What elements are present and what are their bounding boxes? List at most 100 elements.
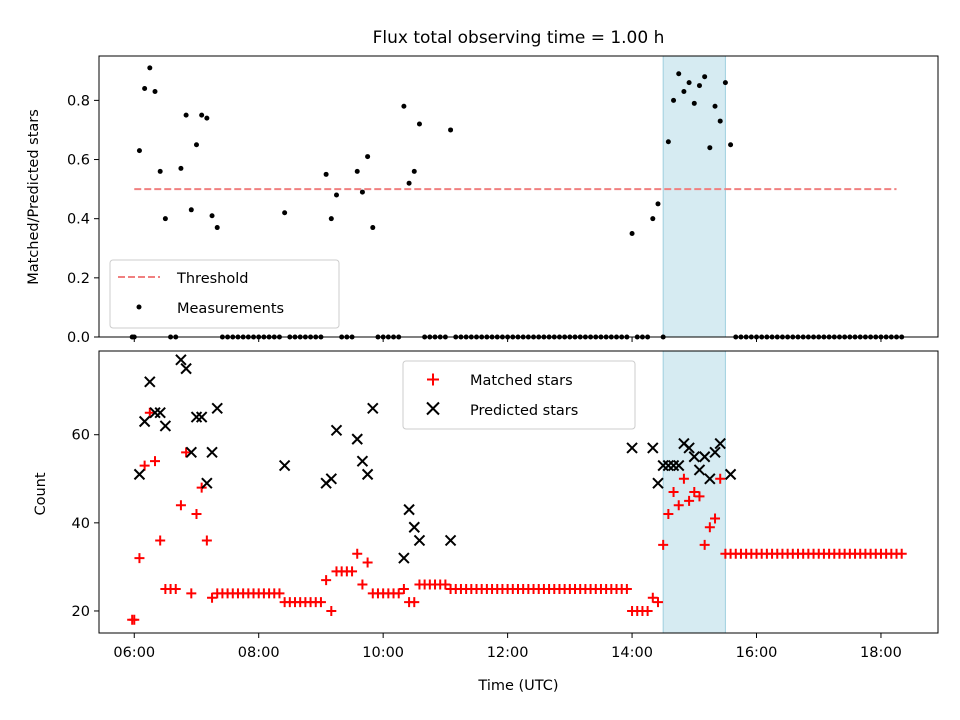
top-panel-legend: Threshold Measurements [109,259,340,329]
matched-stars-point [710,513,721,524]
measurement-point [204,115,210,121]
predicted-stars-point [185,446,198,459]
matched-stars-point [647,592,658,603]
matched-stars-point [398,583,409,594]
measurement-point [333,192,339,198]
top-panel-legend-box [109,259,340,329]
matched-stars-point [440,579,451,590]
matched-stars-point [352,548,363,559]
predicted-stars-point [367,402,379,414]
matched-stars-point [652,597,663,608]
x-axis-label: Time (UTC) [477,678,558,694]
y-tick-label: 0.4 [67,212,90,228]
predicted-stars-point [403,503,415,516]
matched-stars-point [699,539,710,550]
y-tick-label: 60 [72,428,90,444]
matched-stars-point [321,575,332,586]
legend-threshold-label: Threshold [176,271,248,287]
predicted-stars-point [724,468,737,481]
measurement-point [282,210,288,216]
x-tick-label: 10:00 [362,645,404,661]
matched-stars-point [393,588,404,599]
legend-measurements-label: Measurements [177,301,284,317]
matched-stars-point [144,407,155,418]
measurement-point [199,112,205,118]
predicted-stars-point [647,442,659,454]
matched-stars-point [896,548,907,559]
measurement-point [655,201,661,207]
measurement-point [188,207,194,213]
y-tick-label: 0.0 [67,330,90,346]
matched-stars-point [326,605,337,616]
matched-stars-point [658,539,669,550]
x-tick-label: 12:00 [487,645,529,661]
matched-stars-point [201,535,212,546]
measurement-point [722,80,728,86]
measurement-point [707,145,713,151]
predicted-stars-point [408,521,420,533]
x-tick-label: 18:00 [860,645,902,661]
predicted-stars-point [413,534,426,547]
x-tick-label: 14:00 [611,645,653,661]
matched-stars-point [207,592,218,603]
matched-stars-point [186,588,197,599]
measurement-point [406,180,412,186]
predicted-stars-point [714,437,726,450]
y-tick-label: 0.2 [67,271,90,287]
predicted-stars-point [652,477,664,489]
measurement-point [354,168,360,174]
bottom-panel-y-ticks: 20 40 60 [72,428,99,620]
predicted-stars-point [361,468,374,481]
predicted-stars-point [206,446,218,459]
top-panel-ylabel: Matched/Predicted stars [26,109,42,285]
matched-stars-point [134,553,145,564]
matched-stars-point [170,583,181,594]
predicted-stars-point [662,459,675,472]
bottom-panel-x-ticks: 06:00 08:00 10:00 12:00 14:00 16:00 18:00 [113,633,902,661]
matched-stars-point [673,500,684,511]
top-panel-frame [98,55,939,338]
measurement-point [676,71,682,77]
legend-predicted-label: Predicted stars [470,403,578,419]
legend-matched-label: Matched stars [470,373,573,389]
measurement-point [448,127,454,133]
bottom-panel-legend: Matched stars Predicted stars [402,360,636,430]
legend-predicted-swatch [426,401,440,416]
matched-stars-point [362,557,373,568]
predicted-stars-point [149,406,161,419]
measurement-point [136,148,142,154]
measurement-point [370,225,376,231]
matched-stars-point [704,522,715,533]
measurement-point [323,171,329,177]
measurement-point [665,139,671,145]
measurement-point [152,88,158,94]
measurement-point [157,168,163,174]
matched-stars-point [315,597,326,608]
measurement-point [365,154,371,160]
measurement-point [193,142,199,148]
predicted-stars-point [144,376,156,388]
predicted-stars-point [709,446,721,459]
predicted-stars-point [175,354,187,366]
measurement-point [416,121,422,127]
bottom-panel-points [127,354,907,625]
predicted-stars-point [133,468,146,481]
matched-stars-point [155,535,166,546]
chart-title: Flux total observing time = 1.00 h [373,28,665,48]
measurement-point [178,165,184,171]
measurement-point [702,74,708,80]
measurement-point [728,142,734,148]
matched-stars-point [139,460,150,471]
predicted-stars-point [444,534,457,547]
x-tick-label: 16:00 [736,645,778,661]
top-panel: 0.00.20.40.60.8 Matched/Predicted stars … [26,55,939,346]
matched-stars-point [347,566,358,577]
top-panel-x-ticks [133,337,882,342]
matched-stars-point [715,473,726,484]
predicted-stars-point [693,464,706,476]
measurement-point [162,216,168,222]
measurement-point [328,216,334,222]
predicted-stars-point [673,459,685,472]
measurement-point [142,86,148,92]
matched-stars-point [642,605,653,616]
